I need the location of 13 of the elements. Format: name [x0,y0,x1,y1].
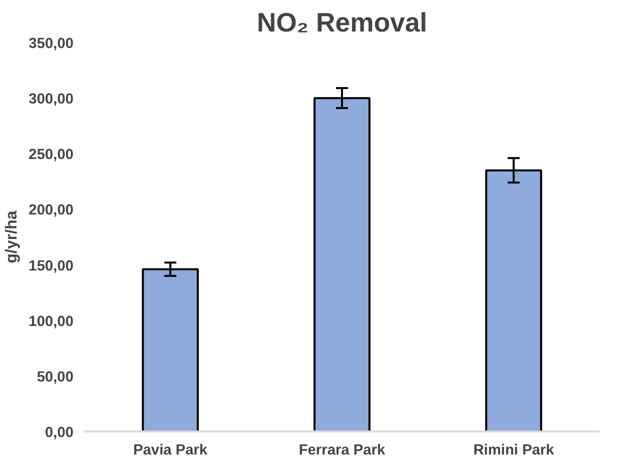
y-tick-label: 50,00 [36,369,74,386]
x-tick-label: Ferrara Park [298,442,386,458]
y-tick-label: 200,00 [28,202,74,219]
y-tick-label: 0,00 [44,425,74,441]
chart-title: NO₂ Removal [256,8,428,38]
y-tick-label: 350,00 [28,36,74,52]
y-axis-title: g/yr/ha [4,210,21,264]
y-tick-label: 100,00 [28,314,74,330]
y-tick-label: 150,00 [28,258,74,274]
y-tick-label: 300,00 [28,92,74,108]
x-tick-label: Rimini Park [473,442,555,458]
y-tick-label: 250,00 [28,147,74,164]
x-tick-label: Pavia Park [133,442,208,458]
